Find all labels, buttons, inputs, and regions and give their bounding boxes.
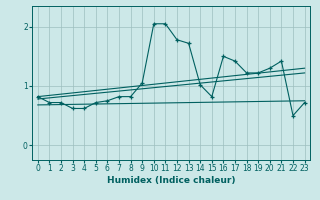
- X-axis label: Humidex (Indice chaleur): Humidex (Indice chaleur): [107, 176, 236, 185]
